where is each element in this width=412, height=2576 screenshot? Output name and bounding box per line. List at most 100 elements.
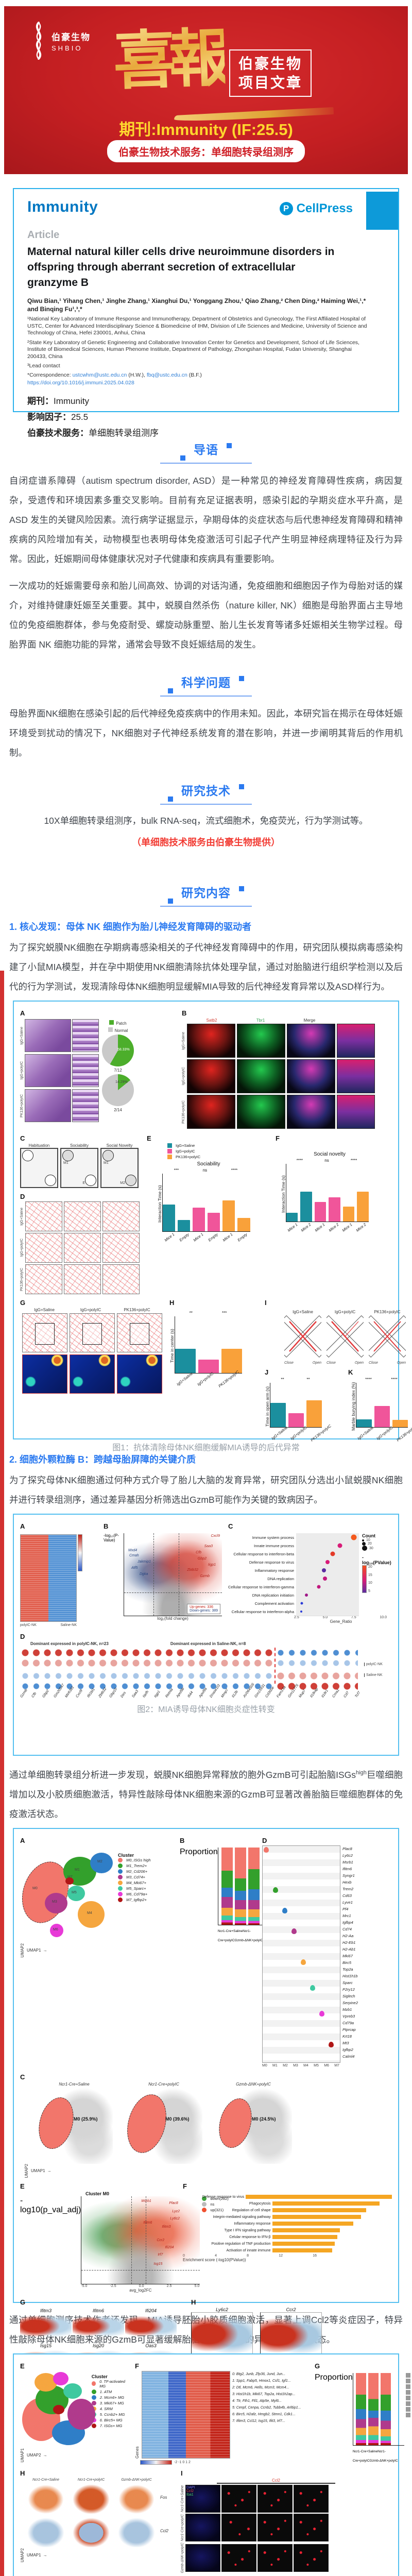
fig1-pie-2: 14.29% bbox=[102, 1074, 134, 1106]
cellpress-logo-text: CellPress bbox=[296, 201, 353, 215]
logo-text-cn: 伯豪生物 bbox=[52, 32, 91, 42]
left-red-strip bbox=[0, 971, 4, 2576]
header-square-icon bbox=[239, 886, 244, 891]
dna-helix-icon bbox=[36, 22, 42, 60]
header-square-icon bbox=[168, 796, 173, 802]
correspondence-line: *Correspondence: ustcwhm@ustc.edu.cn (H.… bbox=[27, 371, 202, 378]
fig1-panel-i: I IgG+Saline Close Open IgG+polyIC Close O… bbox=[264, 1298, 412, 1443]
shbio-logo: 伯豪生物 SHBIO bbox=[31, 22, 91, 60]
banner-service-pill: 伯豪生物技术服务：单细胞转录组测序 bbox=[107, 140, 305, 162]
meta-impact-factor: 影响因子：25.5 bbox=[27, 412, 89, 422]
fig1-panel-g: G IgG+Saline IgG+polyIC PK136+polyIC bbox=[20, 1298, 162, 1435]
fig1-panel-k: K Marble burying index (%) **** **** IgG+… bbox=[348, 1368, 412, 1443]
paper-card: Immunity P CellPress Article Maternal na… bbox=[13, 188, 399, 438]
fig1-panel-c: C Habituation Sociability M1 E Social Nov… bbox=[20, 1134, 142, 1294]
header-square-icon bbox=[168, 688, 173, 693]
fig1-pie-1: 58.33% bbox=[102, 1035, 134, 1066]
section-header-question: 科学问题 bbox=[0, 673, 412, 697]
fig1-panel-b: B Satb2 Tbr1 Merge IgG+Saline IgG+polyIC… bbox=[182, 1009, 392, 1129]
fig1-panel-j: J Time in open arm (s) ** ** IgG+Saline Ig… bbox=[264, 1368, 332, 1443]
fig3-panel-b: B Proportion Ncr1-Cre+SalineNcr1-Cre+pol… bbox=[180, 1836, 293, 2067]
finding-2-paragraph: 为了探究母体NK细胞通过何种方式介导了胎儿大脑的发育异常，研究团队分选出小鼠蜕膜… bbox=[9, 1475, 403, 1505]
header-underline bbox=[160, 804, 252, 805]
fig1-legend-normal: Normal bbox=[108, 1027, 128, 1033]
plus-maze-icon bbox=[323, 1315, 367, 1358]
figure-2-caption: 图2：MIA诱导母体NK细胞炎症性转变 bbox=[137, 1705, 275, 1714]
fig4-panel-f: F Genes 0: Btg2, Junb, Zfp36, Jund, Jun.… bbox=[135, 2362, 301, 2465]
meta-service: 伯豪技术服务：单细胞转录组测序 bbox=[27, 428, 159, 438]
question-paragraph: 母胎界面NK细胞在感染引起的后代神经免疫疾病中的作用未知。因此，本研究旨在揭示在… bbox=[9, 708, 403, 758]
figure-1-caption: 图1：抗体清除母体NK细胞缓解MIA诱导的后代异常 bbox=[112, 1444, 300, 1452]
header-square-icon bbox=[168, 898, 173, 904]
fig2-panel-b: B -log₁₀(P-Value) Cxcl9 Saa3 Cfb Gbp2 Ii… bbox=[104, 1522, 222, 1627]
finding-1-title: 1. 核心发现：母体 NK 细胞作为胎儿神经发育障碍的驱动者 bbox=[9, 922, 252, 932]
paper-authors: Qiwu Bian,¹ Yihang Chen,¹ Jinghe Zhang,¹… bbox=[27, 297, 366, 313]
fig4-panel-e: E Cluster 0. TF-activated MG 1. bbox=[20, 2362, 130, 2465]
project-article-box: 伯豪生物 项目文章 bbox=[229, 49, 312, 97]
cellpress-logo-icon: P bbox=[279, 202, 293, 215]
service-note-red: （单细胞技术服务由伯豪生物提供） bbox=[132, 837, 280, 848]
fig4-panel-i: I Ccl2 Ncr1-Cre+Saline DAPI Ccl2 Iba1 Nc… bbox=[181, 2469, 392, 2573]
section-header-methods: 研究技术 bbox=[0, 781, 412, 805]
fig2-panel-a: A polyIC-NK Saline-NK bbox=[20, 1522, 97, 1627]
plus-maze-icon bbox=[281, 1315, 324, 1358]
fig2-panel-d: D Dominant expressed in polyIC-NK, n=23 … bbox=[20, 1632, 392, 1699]
intro-paragraph-1: 自闭症谱系障碍（autism spectrum disorder, ASD）是一… bbox=[9, 476, 403, 564]
fig3-panel-d: D Plac8 Ly6c2 Msrb1 Ifitm6 Syngr1 Hexb Trem2 Cd… bbox=[262, 1836, 358, 2067]
logo-text-en: SHBIO bbox=[52, 44, 83, 52]
fig1-panel-d: D IgG+Saline IgG+polyIC PK136+polyIC bbox=[20, 1192, 142, 1294]
intro-paragraph-2: 一次成功的妊娠需要母亲和胎儿间高效、协调的对话沟通，免疫细胞和细胞因子作为母胎对… bbox=[9, 581, 403, 650]
banner-title-calligraphy: 喜報 bbox=[112, 13, 226, 105]
doi-line: https://doi.org/10.1016/j.immuni.2025.04… bbox=[27, 380, 385, 386]
header-square-icon bbox=[239, 784, 244, 789]
affiliation-2: ²State Key Laboratory of Genetic Enginee… bbox=[27, 339, 359, 360]
fig3-panel-c: C Ncr1-Cre+Saline M0 (25.9%) Ncr1-Cre+po… bbox=[20, 2073, 392, 2178]
fig3-panel-f: F Defense response to virus Phagocytosis R… bbox=[183, 2182, 392, 2293]
banner: 伯豪生物 SHBIO 喜報 伯豪生物 项目文章 期刊:Immunity (IF:… bbox=[4, 6, 408, 174]
figure-4: E Cluster 0. TF-activated MG 1. bbox=[13, 2353, 410, 2576]
meta-journal: 期刊：Immunity bbox=[27, 396, 89, 406]
finding-2-paragraph-2: 通过单细胞转录组分析进一步发现，蜕膜NK细胞异常释放的胞外GzmB可引起胎脑IS… bbox=[9, 1769, 403, 1819]
fig3-panel-e: E Cluster M0 -log10(p_val_adj) Msrb1 Pla… bbox=[20, 2182, 229, 2293]
project-box-line1: 伯豪生物 bbox=[238, 56, 303, 72]
figure-2: A polyIC-NK Saline-NK B -log₁₀(P-Value) bbox=[13, 1514, 399, 1756]
cellpress-logo: P CellPress bbox=[279, 201, 353, 216]
header-underline bbox=[160, 463, 252, 464]
fig1-panel-e: E IgG+Saline IgG+polyIC PK136+polyIC Soc… bbox=[147, 1134, 270, 1294]
header-square-icon bbox=[227, 443, 232, 448]
fig1-panel-f: F Social novelty Interaction Time (s) **… bbox=[276, 1134, 384, 1294]
section-header-content: 研究内容 bbox=[0, 883, 412, 907]
fig4-cluster-legend: 0. TF-activated MG 1. ATM 2. Mcm6+ MG 3. Mk… bbox=[91, 2379, 130, 2428]
paper-title: Maternal natural killer cells drive neur… bbox=[27, 246, 335, 289]
header-square-icon bbox=[180, 455, 185, 461]
patch-color-swatch bbox=[109, 1020, 114, 1025]
header-underline bbox=[160, 906, 252, 907]
paper-meta: 期刊：Immunity 影响因子：25.5 伯豪技术服务：单细胞转录组测序 bbox=[27, 393, 385, 441]
section-header-intro: 导语 bbox=[0, 440, 412, 464]
finding-2-title: 2. 细胞外颗粒酶 B：跨越母胎屏障的关键介质 bbox=[9, 1454, 196, 1465]
plus-maze-icon bbox=[366, 1315, 409, 1358]
fig3-cluster-legend: M0_ISGs high M1_Trem2+ M2_Cd206+ M3_Cd74+ M4… bbox=[118, 1857, 151, 1902]
doi-link[interactable]: https://doi.org/10.1016/j.immuni.2025.04… bbox=[27, 379, 134, 386]
affiliation-1: ¹National Key Laboratory of Immune Respo… bbox=[27, 316, 367, 336]
immunity-wordmark: Immunity bbox=[27, 198, 98, 215]
correspondence-email-2[interactable]: fbq@ustc.edu.cn bbox=[146, 371, 187, 378]
article-type-label: Article bbox=[27, 229, 60, 241]
finding-1-paragraph: 为了探究蜕膜NK细胞在孕期病毒感染相关的子代神经发育障碍中的作用，研究团队模拟病… bbox=[9, 942, 403, 992]
methods-line: 10X单细胞转录组测序，bulk RNA-seq，流式细胞术，免疫荧光，行为学测… bbox=[44, 816, 368, 826]
fig2-panel-c: C Immune system process Innate immune pro… bbox=[228, 1522, 391, 1624]
header-square-icon bbox=[239, 675, 244, 681]
correspondence-email-1[interactable]: ustcwhm@ustc.edu.cn bbox=[72, 371, 127, 378]
figure-3: A M0 M1 M2 M3 M4 bbox=[13, 1827, 399, 2450]
fig3-panel-a: A M0 M1 M2 M3 M4 bbox=[14, 1836, 175, 2067]
fig1-legend-patch: Patch bbox=[109, 1020, 127, 1026]
fig1-panel-a: A IgG+Saline IgG+polyIC PK136+polyIC Pat… bbox=[20, 1009, 175, 1129]
fig1-panel-h: H Time in center (s) ** *** IgG+Saline IgG… bbox=[169, 1298, 258, 1435]
project-box-line2: 项目文章 bbox=[238, 75, 303, 91]
figure-1: A IgG+Saline IgG+polyIC PK136+polyIC Pat… bbox=[13, 1001, 412, 1452]
normal-color-swatch bbox=[108, 1027, 113, 1032]
affiliation-3: ³Lead contact bbox=[27, 363, 60, 369]
banner-journal-line: 期刊:Immunity (IF:25.5) bbox=[119, 121, 293, 139]
fig4-panel-g: G Proportion Ncr1-Cre+SalineNcr1-Cre+pol… bbox=[315, 2362, 410, 2465]
